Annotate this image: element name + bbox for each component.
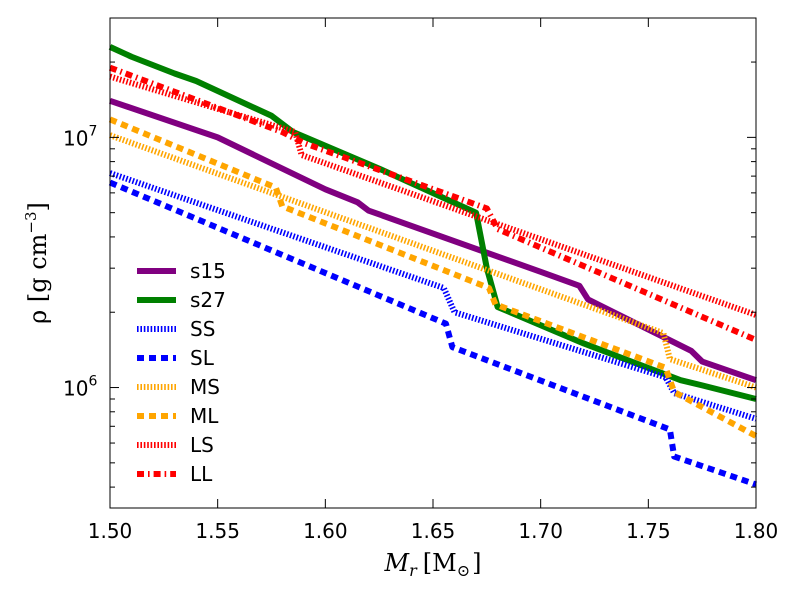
- legend-label-SS: SS: [190, 317, 215, 341]
- plot-frame: [109, 17, 757, 509]
- y-axis-title-close: ]: [24, 202, 52, 211]
- series-layer: [108, 44, 758, 488]
- y-tick-label: 107: [63, 123, 97, 150]
- y-tick-label-base: 10: [63, 377, 88, 401]
- x-tick-label: 1.60: [303, 519, 348, 543]
- series-line-SL: [108, 179, 757, 488]
- x-tick-label: 1.80: [734, 519, 779, 543]
- x-tick-label: 1.70: [518, 519, 563, 543]
- x-tick-label: 1.50: [88, 519, 133, 543]
- series-line-MS: [108, 132, 757, 391]
- legend-label-s15: s15: [190, 259, 226, 283]
- y-tick-label-exp: 6: [88, 374, 97, 390]
- x-tick-label: 1.65: [411, 519, 456, 543]
- legend-label-ML: ML: [190, 404, 219, 428]
- x-axis-title-sub: r: [409, 561, 418, 580]
- series-line-LL: [108, 64, 758, 343]
- y-tick-label-base: 10: [63, 126, 88, 150]
- x-axis-title-main: M: [384, 549, 411, 577]
- series-line-s15: [109, 97, 757, 384]
- y-axis-title-exp: −3: [22, 211, 40, 233]
- x-tick-label: 1.75: [626, 519, 671, 543]
- legend-label-LL: LL: [190, 462, 213, 486]
- x-axis-title-unit: [M: [423, 549, 457, 577]
- series-line-ML: [108, 116, 758, 439]
- x-axis-title-unit-sub: ⊙: [457, 561, 470, 580]
- x-axis-title-close: ]: [472, 549, 481, 577]
- x-tick-label: 1.55: [195, 519, 240, 543]
- x-axis-title: Mr [M⊙]: [384, 549, 482, 580]
- legend-label-LS: LS: [190, 433, 214, 457]
- legend: s15 s27 SS SL MS ML LS LL: [137, 259, 226, 486]
- legend-label-SL: SL: [190, 346, 215, 370]
- y-tick-label-exp: 7: [88, 123, 97, 139]
- series-line-s27: [108, 44, 757, 402]
- y-tick-label: 106: [63, 374, 97, 401]
- legend-label-s27: s27: [190, 288, 226, 312]
- y-axis-title-main: ρ [g cm: [24, 233, 52, 324]
- legend-label-MS: MS: [190, 375, 220, 399]
- y-axis-title: ρ [g cm−3]: [22, 202, 52, 324]
